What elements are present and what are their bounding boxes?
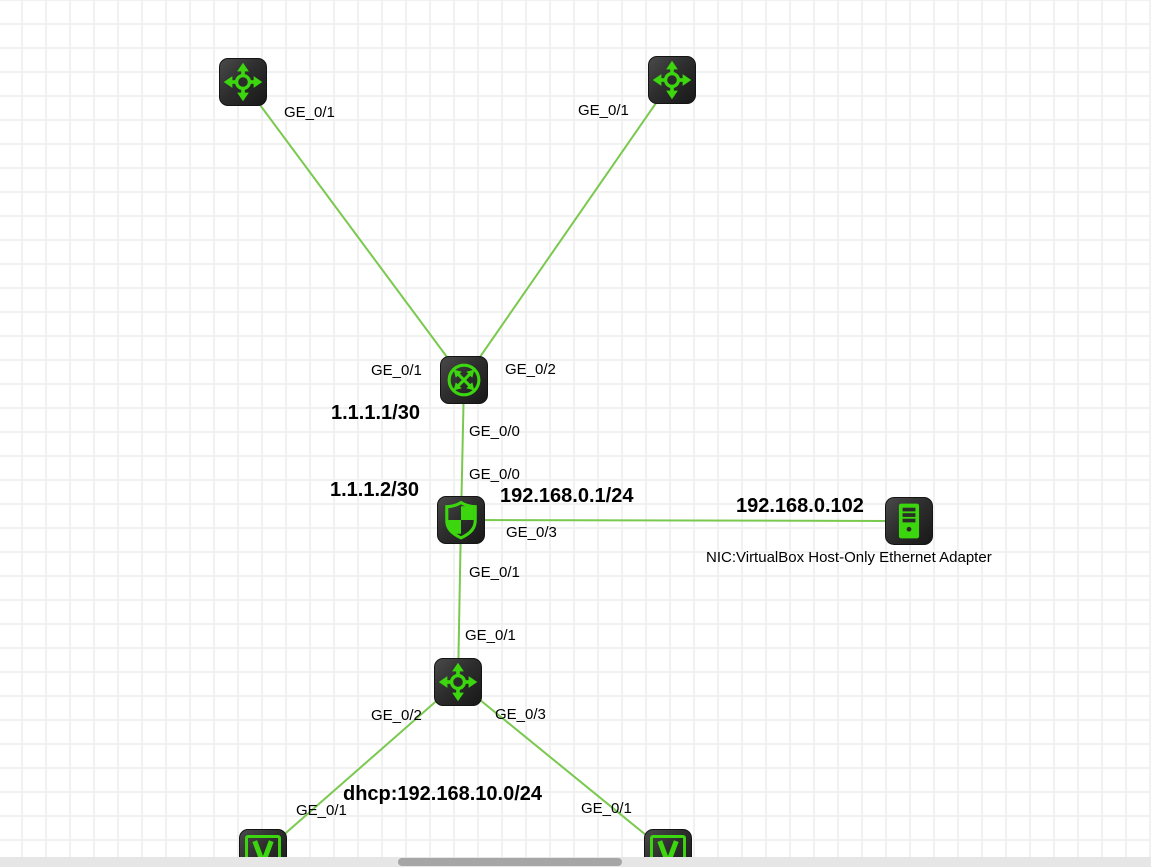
port-label: GE_0/3 [495, 706, 546, 723]
port-label: GE_0/0 [469, 466, 520, 483]
port-label: GE_0/1 [465, 627, 516, 644]
port-label: GE_0/3 [506, 524, 557, 541]
scrollbar-thumb[interactable] [398, 858, 622, 866]
device-firewall[interactable] [437, 496, 485, 544]
link-firewall-server[interactable] [460, 519, 910, 522]
device-access-router[interactable] [434, 658, 482, 706]
port-label: GE_0/2 [371, 707, 422, 724]
device-router-top-left[interactable] [219, 58, 267, 106]
link-access-client-right[interactable] [457, 681, 669, 854]
firewall-shield-icon [445, 500, 477, 540]
nic-label[interactable]: NIC:VirtualBox Host-Only Ethernet Adapte… [706, 549, 992, 566]
server-icon [898, 503, 920, 539]
ip-label[interactable]: 1.1.1.1/30 [331, 402, 420, 424]
ip-label[interactable]: 192.168.0.1/24 [500, 485, 634, 507]
horizontal-scrollbar[interactable] [0, 857, 1151, 867]
link-rtr-core[interactable] [463, 79, 673, 381]
port-label: GE_0/1 [284, 104, 335, 121]
ip-label[interactable]: dhcp:192.168.10.0/24 [343, 783, 543, 805]
port-label: GE_0/1 [469, 564, 520, 581]
ip-label[interactable]: 192.168.0.102 [736, 495, 864, 517]
device-router-top-right[interactable] [648, 56, 696, 104]
router-cross-icon [447, 363, 481, 397]
port-label: GE_0/0 [469, 423, 520, 440]
link-access-client-left[interactable] [262, 681, 459, 854]
port-label: GE_0/1 [581, 800, 632, 817]
router-arrows-icon [438, 662, 478, 702]
link-firewall-access[interactable] [457, 519, 462, 683]
ip-label[interactable]: 1.1.1.2/30 [330, 479, 419, 501]
device-core-router[interactable] [440, 356, 488, 404]
device-server[interactable] [885, 497, 933, 545]
port-label: GE_0/1 [371, 362, 422, 379]
port-label: GE_0/2 [505, 361, 556, 378]
router-arrows-icon [652, 60, 692, 100]
port-label: GE_0/1 [578, 102, 629, 119]
port-label: GE_0/1 [296, 802, 347, 819]
link-rtl-core[interactable] [242, 81, 465, 381]
router-arrows-icon [223, 62, 263, 102]
